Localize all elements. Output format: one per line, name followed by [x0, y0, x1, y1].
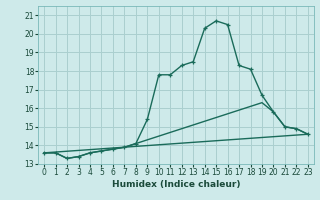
X-axis label: Humidex (Indice chaleur): Humidex (Indice chaleur): [112, 180, 240, 189]
